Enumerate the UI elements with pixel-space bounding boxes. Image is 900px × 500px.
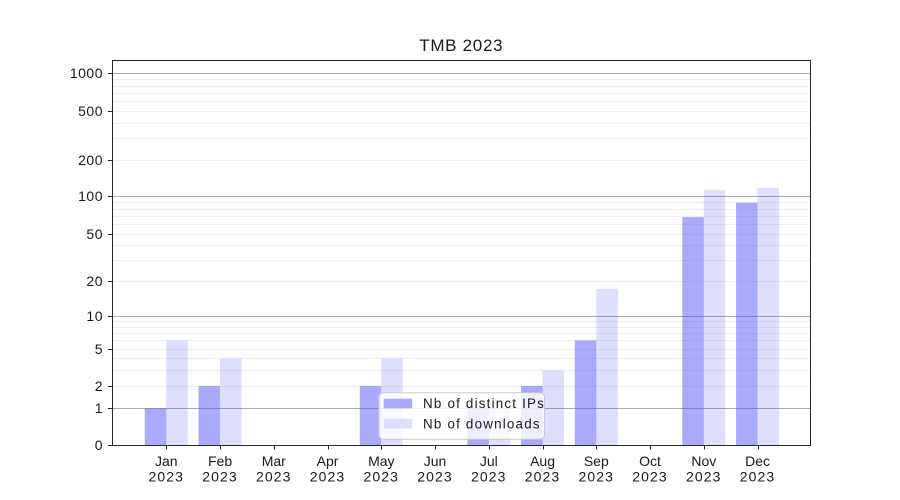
svg-text:2023: 2023 xyxy=(632,469,668,485)
svg-text:2023: 2023 xyxy=(417,469,453,485)
svg-text:Nov: Nov xyxy=(691,453,716,469)
svg-text:2023: 2023 xyxy=(149,469,185,485)
svg-text:200: 200 xyxy=(78,152,103,168)
svg-text:2023: 2023 xyxy=(310,469,346,485)
svg-text:Nb of distinct IPs: Nb of distinct IPs xyxy=(423,396,545,411)
svg-text:10: 10 xyxy=(86,308,103,324)
svg-text:50: 50 xyxy=(86,226,103,242)
svg-text:2023: 2023 xyxy=(525,469,561,485)
svg-text:TMB 2023: TMB 2023 xyxy=(419,36,503,55)
svg-text:0: 0 xyxy=(95,437,103,453)
svg-text:Jul: Jul xyxy=(480,453,498,469)
svg-text:Aug: Aug xyxy=(530,453,555,469)
svg-text:2023: 2023 xyxy=(471,469,507,485)
svg-text:Feb: Feb xyxy=(208,453,232,469)
svg-text:Sep: Sep xyxy=(584,453,609,469)
svg-text:Dec: Dec xyxy=(745,453,770,469)
svg-text:1000: 1000 xyxy=(70,65,103,81)
svg-text:Nb of downloads: Nb of downloads xyxy=(423,416,541,431)
svg-text:100: 100 xyxy=(78,188,103,204)
svg-text:2023: 2023 xyxy=(364,469,400,485)
svg-text:Apr: Apr xyxy=(317,453,339,469)
svg-text:2023: 2023 xyxy=(256,469,292,485)
svg-text:May: May xyxy=(368,453,394,469)
svg-text:1: 1 xyxy=(95,400,103,416)
svg-text:Jun: Jun xyxy=(424,453,447,469)
svg-text:Mar: Mar xyxy=(262,453,286,469)
svg-text:2023: 2023 xyxy=(740,469,776,485)
svg-text:Jan: Jan xyxy=(155,453,178,469)
svg-text:5: 5 xyxy=(95,341,103,357)
svg-text:2023: 2023 xyxy=(686,469,722,485)
svg-text:2023: 2023 xyxy=(579,469,615,485)
svg-text:2: 2 xyxy=(95,378,103,394)
svg-text:Oct: Oct xyxy=(639,453,661,469)
svg-text:20: 20 xyxy=(86,273,103,289)
svg-text:2023: 2023 xyxy=(202,469,238,485)
svg-text:500: 500 xyxy=(78,103,103,119)
